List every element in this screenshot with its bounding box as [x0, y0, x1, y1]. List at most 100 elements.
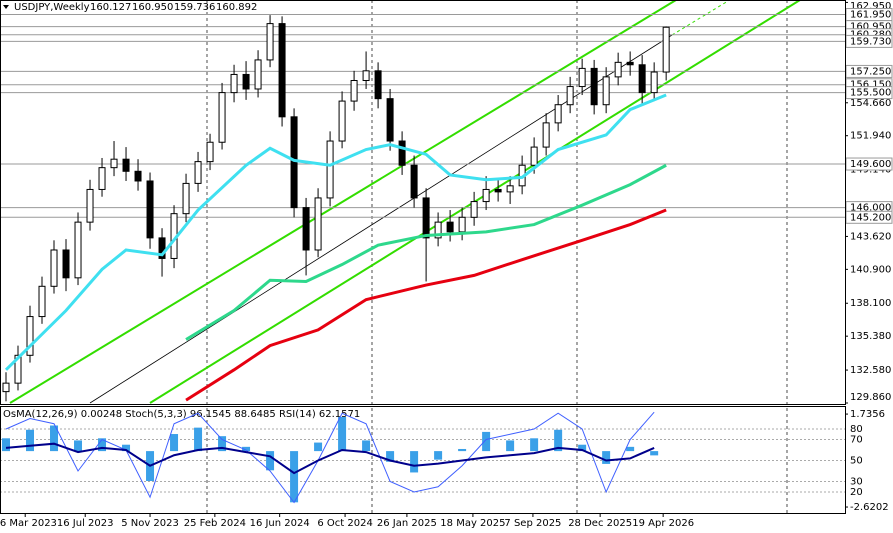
candle-body	[638, 64, 646, 94]
osma-bar	[242, 446, 251, 452]
osma-bar	[602, 451, 611, 464]
osma-bar	[482, 431, 491, 452]
moving-average	[185, 208, 667, 402]
candle-body	[662, 26, 670, 73]
candle-body	[194, 161, 202, 184]
level-label: 159.730	[850, 36, 891, 47]
candle-body	[614, 61, 622, 78]
candle-body	[98, 167, 106, 190]
candle-body	[74, 221, 82, 279]
moving-average	[4, 93, 667, 371]
candle-body	[314, 197, 322, 251]
candle-body	[506, 185, 514, 193]
y-tick-label: 80	[850, 424, 863, 435]
x-tick-label: 16 Jul 2023	[57, 518, 114, 529]
panel-frame	[0, 406, 846, 514]
candle-body	[482, 188, 490, 203]
osma-bar	[122, 444, 131, 452]
osma-bar	[266, 451, 275, 471]
candle-body	[230, 73, 238, 94]
candle-body	[542, 122, 550, 148]
candle-body	[470, 201, 478, 218]
level-label: 149.600	[850, 159, 891, 170]
x-tick-label: 5 Nov 2023	[121, 518, 179, 529]
y-tick-label: 50	[850, 456, 863, 467]
osma-bar	[338, 416, 347, 452]
osma-bar	[410, 451, 419, 473]
panel-frame	[0, 0, 846, 405]
candle-body	[374, 70, 382, 100]
y-tick-label: 129.860	[850, 392, 891, 403]
collapse-icon	[3, 5, 9, 9]
level-label: 161.950	[850, 10, 891, 21]
osma-bar	[290, 451, 299, 503]
ohlc-value: 159.736	[174, 2, 215, 13]
x-tick-label: 26 Mar 2023	[0, 518, 57, 529]
osma-bar	[218, 436, 227, 452]
moving-average	[185, 163, 667, 341]
osma-bar	[98, 438, 107, 452]
candle-body	[242, 73, 250, 90]
candle-body	[650, 71, 658, 94]
candle-body	[38, 285, 46, 318]
osma-bar	[650, 451, 659, 456]
osma-bar	[458, 448, 467, 452]
level-label: 160.950	[850, 22, 891, 33]
level-label: 146.000	[850, 203, 891, 214]
candle-body	[134, 170, 142, 182]
ohlc-value: 160.950	[132, 2, 173, 13]
osma-bar	[530, 438, 539, 452]
x-tick-label: 16 Jun 2024	[250, 518, 310, 529]
osma-bar	[314, 442, 323, 452]
osma-bar	[74, 440, 83, 452]
osma-bar	[194, 427, 203, 452]
osma-bar	[506, 440, 515, 452]
osma-bar	[578, 444, 587, 452]
ohlc-value: 160.127	[90, 2, 131, 13]
candle-body	[398, 140, 406, 166]
y-tick-label: 140.900	[850, 264, 891, 275]
ohlc-value: 160.892	[216, 2, 257, 13]
candle-body	[278, 23, 286, 118]
candle-body	[158, 237, 166, 259]
candle-body	[14, 354, 22, 384]
y-tick-label: 20	[850, 487, 863, 498]
candle-body	[554, 104, 562, 124]
channel-mid	[89, 34, 673, 404]
candle-body	[566, 86, 574, 106]
x-tick-label: 28 Dec 2025	[568, 518, 632, 529]
y-tick-label: 143.620	[850, 231, 891, 242]
candle-body	[146, 180, 154, 239]
candle-body	[338, 100, 346, 142]
candle-body	[602, 76, 610, 106]
x-tick-label: 18 May 2025	[440, 518, 505, 529]
y-tick-label: 138.100	[850, 298, 891, 309]
y-tick-label: 154.660	[850, 98, 891, 109]
x-tick-label: 26 Jan 2025	[377, 518, 437, 529]
candle-body	[26, 316, 34, 356]
candle-body	[302, 207, 310, 251]
candle-body	[218, 92, 226, 143]
candle-body	[590, 67, 598, 106]
osma-bar	[50, 425, 59, 452]
candle-body	[362, 70, 370, 82]
candle-body	[422, 197, 430, 239]
indicator-title: OsMA(12,26,9) 0.00248 Stoch(5,3,3) 96.15…	[3, 409, 360, 420]
candle-body	[182, 182, 190, 215]
y2-tick-label: -2.6202	[850, 502, 889, 513]
candle-body	[578, 67, 586, 88]
channel-line	[9, 0, 677, 404]
candle-body	[446, 221, 454, 233]
candle-body	[206, 141, 214, 163]
level-label: 157.250	[850, 66, 891, 77]
y-tick-label: 30	[850, 477, 863, 488]
level-label: 145.200	[850, 212, 891, 223]
candle-body	[86, 188, 94, 223]
x-tick-label: 6 Oct 2024	[317, 518, 372, 529]
candle-body	[62, 249, 70, 279]
candle-body	[2, 382, 10, 393]
osma-bar	[362, 440, 371, 452]
